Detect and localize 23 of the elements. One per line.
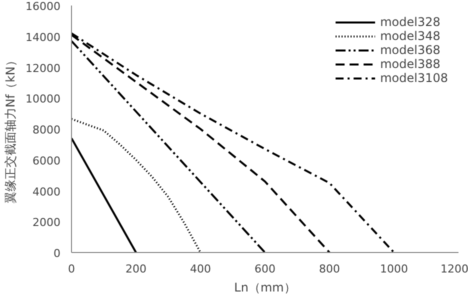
x-tick-label: 800 bbox=[319, 262, 340, 276]
x-tick-label: 400 bbox=[190, 262, 211, 276]
x-tick-label: 0 bbox=[68, 262, 75, 276]
y-tick-label: 10000 bbox=[26, 92, 61, 106]
x-tick-label: 200 bbox=[126, 262, 146, 276]
y-tick-label: 4000 bbox=[32, 185, 61, 198]
x-tick-label: 1200 bbox=[440, 262, 468, 276]
legend-label: model348 bbox=[380, 29, 440, 43]
y-tick-label: 8000 bbox=[32, 124, 61, 136]
legend-label: model328 bbox=[380, 15, 440, 29]
y-tick-label: 14000 bbox=[26, 30, 61, 44]
y-tick-label: 16000 bbox=[26, 0, 61, 13]
legend-label: model368 bbox=[380, 43, 440, 57]
y-tick-label: 2000 bbox=[32, 216, 61, 230]
x-tick-label: 1000 bbox=[380, 262, 408, 276]
y-axis-title: 翼缘正交截面轴力Nf（kN） bbox=[4, 54, 18, 204]
legend-label: model388 bbox=[380, 57, 440, 71]
y-tick-label: 0 bbox=[54, 247, 60, 260]
y-tick-label: 12000 bbox=[26, 62, 61, 75]
x-tick-label: 600 bbox=[254, 262, 276, 276]
y-tick-label: 6000 bbox=[32, 154, 61, 168]
x-axis-title: Ln（mm） bbox=[234, 280, 296, 294]
legend-label: model3108 bbox=[380, 71, 448, 85]
